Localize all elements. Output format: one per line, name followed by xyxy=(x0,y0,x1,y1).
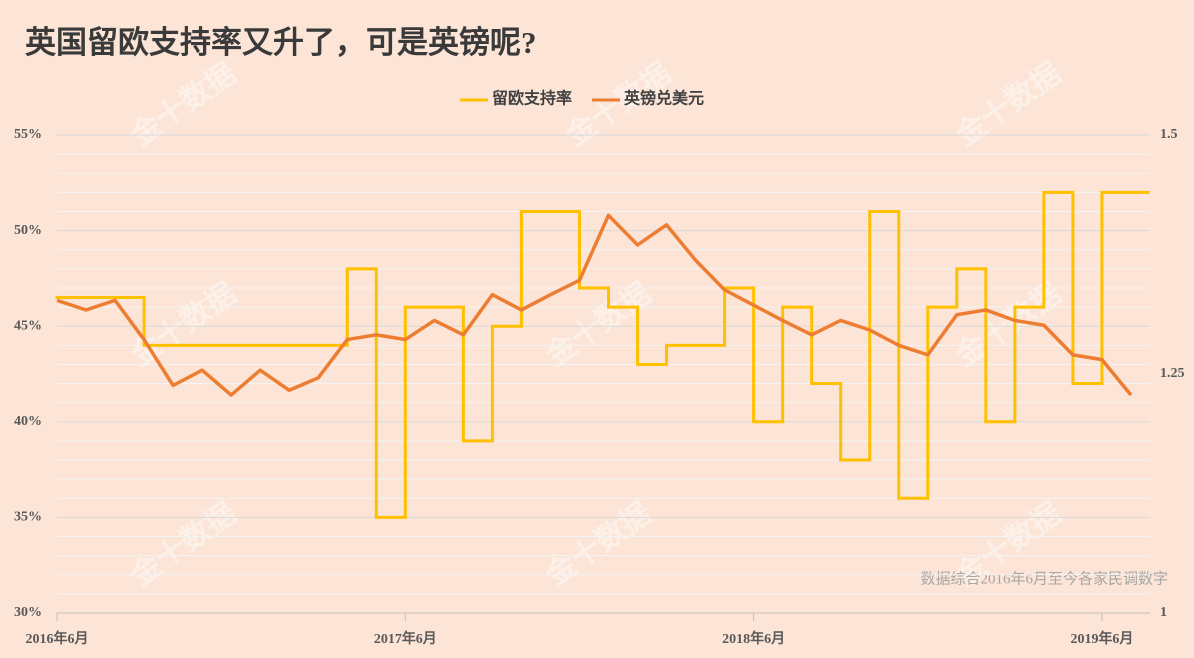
y2-tick-label: 1.25 xyxy=(1160,366,1185,381)
y-tick-label: 55% xyxy=(14,127,42,142)
y2-tick-label: 1.5 xyxy=(1160,127,1178,142)
legend-label: 留欧支持率 xyxy=(492,89,572,108)
y2-tick-label: 1 xyxy=(1160,605,1167,620)
line xyxy=(56,213,1133,397)
chart-title: 英国留欧支持率又升了，可是英镑呢? xyxy=(25,25,537,60)
x-tick-label: 2017年6月 xyxy=(374,630,437,647)
y-tick-label: 35% xyxy=(14,510,42,525)
legend-label: 英镑兑美元 xyxy=(623,89,704,108)
y-tick-label: 40% xyxy=(14,414,42,429)
note: 数据综合2016年6月至今各家民调数字 xyxy=(920,570,1168,587)
y-tick-label: 30% xyxy=(14,605,42,620)
y-tick-label: 50% xyxy=(14,223,42,238)
x-tick-label: 2016年6月 xyxy=(26,630,89,647)
x-tick-label: 2018年6月 xyxy=(722,630,785,647)
x-tick-label: 2019年6月 xyxy=(1070,630,1133,647)
y-tick-label: 45% xyxy=(14,318,42,333)
